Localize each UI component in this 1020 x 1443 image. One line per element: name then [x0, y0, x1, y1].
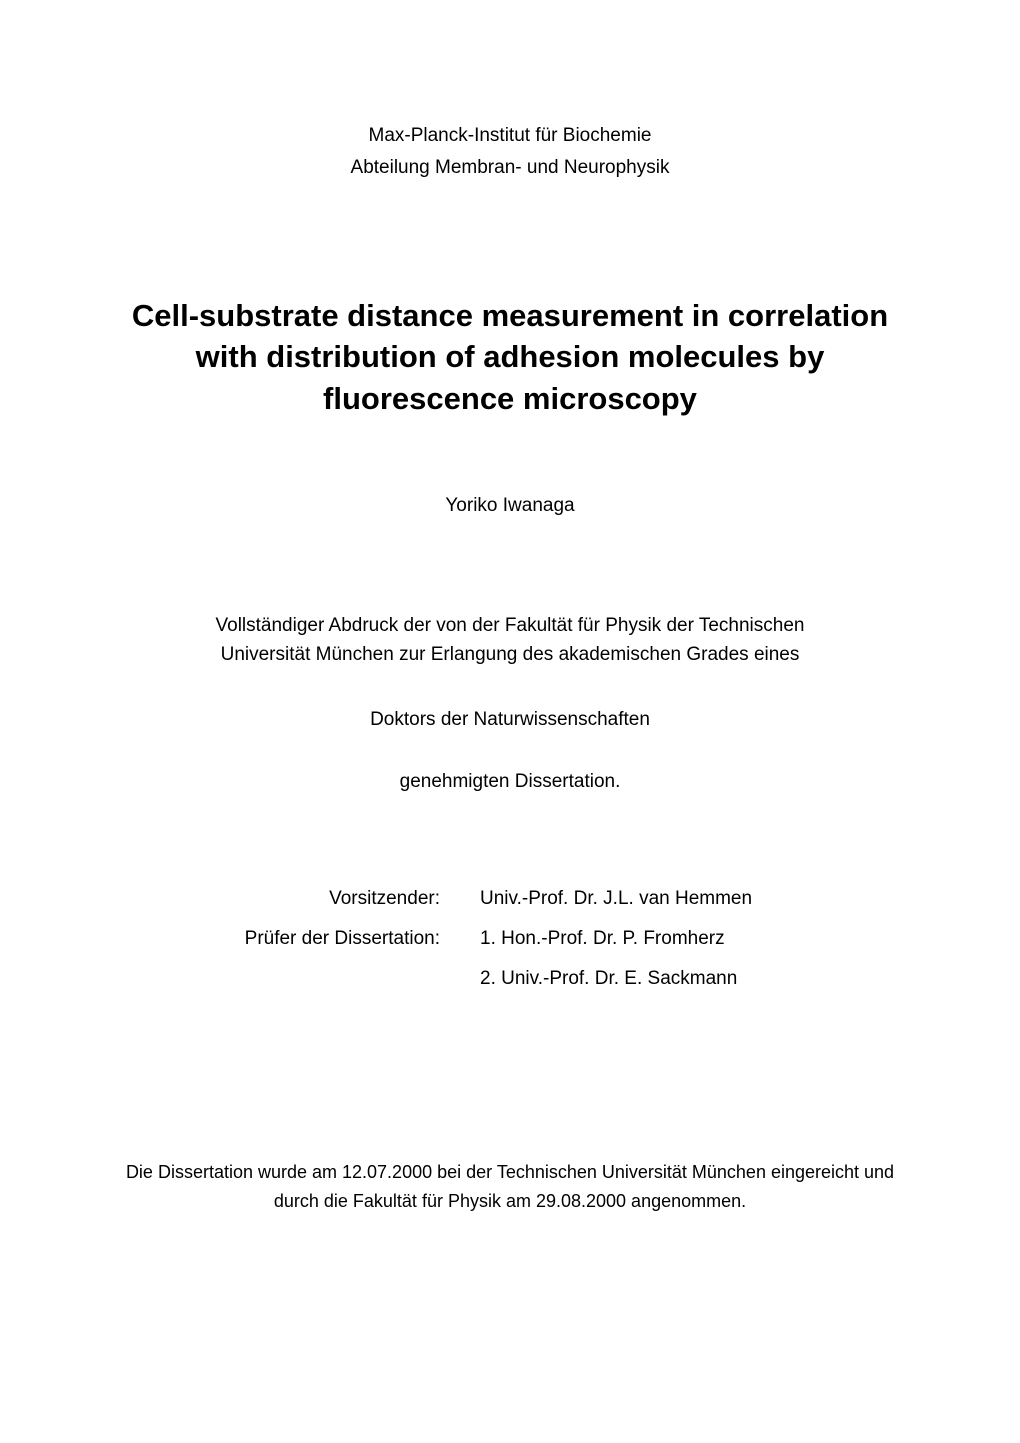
chair-name: Univ.-Prof. Dr. J.L. van Hemmen [480, 888, 800, 910]
approved-statement: genehmigten Dissertation. [70, 771, 950, 793]
author-name: Yoriko Iwanaga [70, 495, 950, 517]
institute-department: Abteilung Membran- und Neurophysik [70, 152, 950, 184]
footer-line-1: Die Dissertation wurde am 12.07.2000 bei… [80, 1158, 940, 1187]
abstract-statement: Vollständiger Abdruck der von der Fakult… [70, 612, 950, 669]
institute-block: Max-Planck-Institut für Biochemie Abteil… [70, 120, 950, 185]
committee-examiner-row-1: Prüfer der Dissertation: 1. Hon.-Prof. D… [220, 928, 800, 950]
abstract-line-1: Vollständiger Abdruck der von der Fakult… [70, 612, 950, 641]
examiner-label: Prüfer der Dissertation: [220, 928, 480, 950]
examiner-2-name: 2. Univ.-Prof. Dr. E. Sackmann [480, 968, 800, 990]
title-line-3: fluorescence microscopy [70, 378, 950, 420]
submission-statement: Die Dissertation wurde am 12.07.2000 bei… [70, 1158, 950, 1216]
examiner-label-empty [220, 968, 480, 990]
footer-line-2: durch die Fakultät für Physik am 29.08.2… [80, 1187, 940, 1216]
dissertation-title: Cell-substrate distance measurement in c… [70, 295, 950, 421]
institute-name: Max-Planck-Institut für Biochemie [70, 120, 950, 152]
title-line-1: Cell-substrate distance measurement in c… [70, 295, 950, 337]
committee-chair-row: Vorsitzender: Univ.-Prof. Dr. J.L. van H… [220, 888, 800, 910]
committee-examiner-row-2: 2. Univ.-Prof. Dr. E. Sackmann [220, 968, 800, 990]
examiner-1-name: 1. Hon.-Prof. Dr. P. Fromherz [480, 928, 800, 950]
degree-title: Doktors der Naturwissenschaften [70, 709, 950, 731]
abstract-line-2: Universität München zur Erlangung des ak… [70, 641, 950, 670]
committee-block: Vorsitzender: Univ.-Prof. Dr. J.L. van H… [70, 888, 950, 1008]
title-line-2: with distribution of adhesion molecules … [70, 336, 950, 378]
chair-label: Vorsitzender: [220, 888, 480, 910]
